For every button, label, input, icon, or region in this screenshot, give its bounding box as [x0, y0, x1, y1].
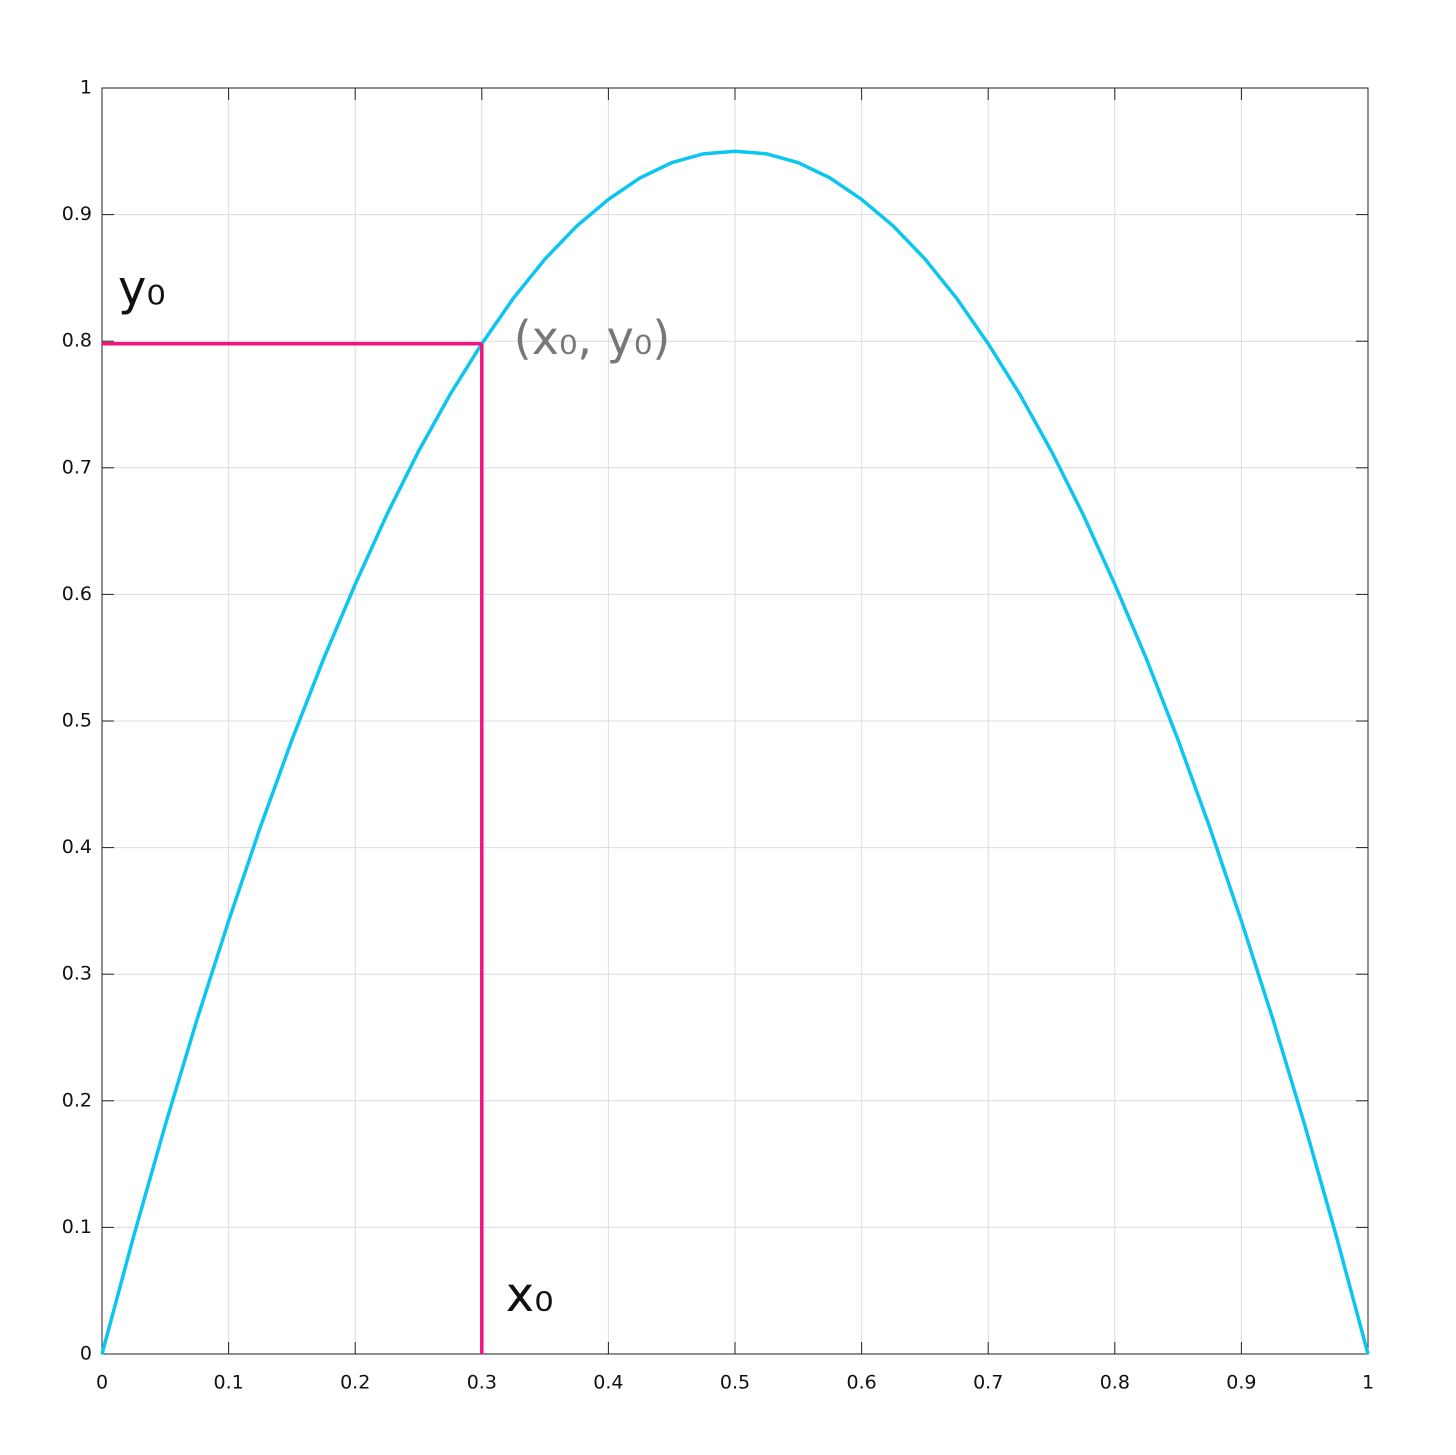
x-tick-label: 0.5: [720, 1372, 750, 1394]
y-tick-label: 0.6: [62, 583, 92, 605]
x-tick-label: 0.6: [846, 1372, 876, 1394]
y-tick-label: 0.2: [62, 1089, 92, 1111]
y-tick-label: 0.7: [62, 456, 92, 478]
x-tick-label: 0.1: [213, 1372, 243, 1394]
y-tick-label: 0.3: [62, 963, 92, 985]
y-marker-label: y₀: [118, 261, 166, 317]
x-tick-label: 0.7: [973, 1372, 1003, 1394]
x-tick-label: 0.4: [593, 1372, 623, 1394]
plot-frame: [101, 87, 1369, 1355]
y-tick-label: 0.8: [62, 330, 92, 352]
x-marker-label: x₀: [506, 1267, 554, 1323]
y-tick-label: 0.1: [62, 1216, 92, 1238]
x-tick-label: 0: [96, 1372, 108, 1394]
y-tick-label: 0.4: [62, 836, 92, 858]
y-tick-label: 0.5: [62, 710, 92, 732]
curve: [100, 149, 1370, 1355]
x-tick-label: 0.9: [1226, 1372, 1256, 1394]
y-tick-label: 0.9: [62, 203, 92, 225]
x-tick-label: 0.3: [467, 1372, 497, 1394]
y-tick-label: 0: [80, 1343, 92, 1365]
x-tick-label: 1: [1362, 1372, 1374, 1394]
y-tick-label: 1: [80, 77, 92, 99]
x-tick-label: 0.2: [340, 1372, 370, 1394]
x-tick-label: 0.8: [1100, 1372, 1130, 1394]
point-label: (x₀, y₀): [514, 311, 670, 365]
